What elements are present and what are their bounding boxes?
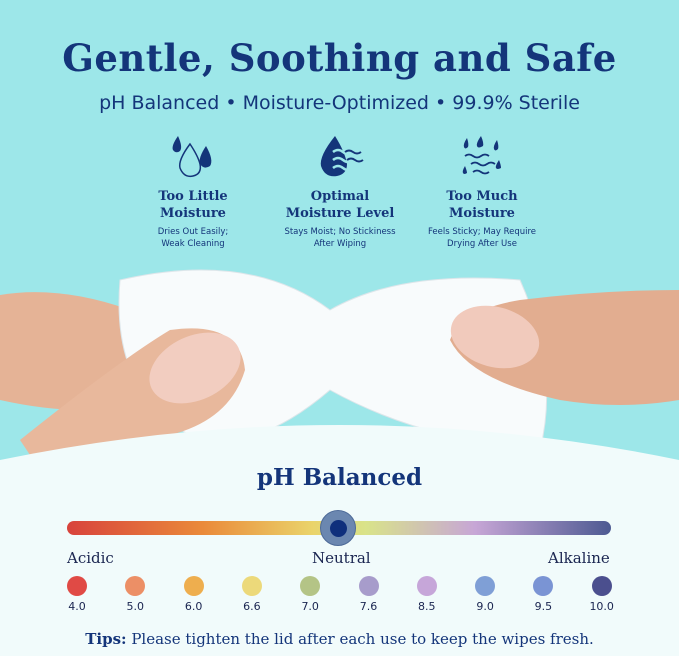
ph-value-label: 7.6 (359, 600, 378, 613)
moisture-too-much: Too Much Moisture Feels Sticky; May Requi… (402, 134, 562, 250)
ph-value-label: 10.0 (589, 600, 614, 613)
drop-waves-icon (320, 136, 364, 177)
desc-line2: Weak Cleaning (161, 239, 225, 249)
ph-indicator-knob (320, 510, 356, 546)
ph-dot-7.6 (358, 576, 379, 596)
tips-label: Tips: (85, 630, 127, 648)
tips-text: Tips: Please tighten the lid after each … (0, 630, 679, 648)
acidic-label: Acidic (67, 549, 114, 567)
ph-value-label: 8.5 (418, 600, 436, 613)
water-drops-icon (172, 136, 212, 178)
title-line1: Optimal (310, 189, 370, 204)
title-line1: Too Little (158, 189, 228, 204)
title-line1: Too Much (446, 189, 518, 204)
desc-line2: After Wiping (313, 239, 367, 249)
ph-dot-6.0 (183, 576, 204, 596)
moisture-too-little: Too Little Moisture Dries Out Easily; Weak… (113, 134, 273, 250)
rain-waves-icon (462, 136, 501, 175)
title-line2: Moisture (160, 206, 226, 221)
ph-value-label: 9.5 (534, 600, 553, 613)
desc-line1: Feels Sticky; May Require (427, 227, 537, 237)
desc-line1: Stays Moist; No Stickiness (284, 227, 396, 237)
ph-dot-4.0 (67, 576, 87, 596)
ph-dot-5.0 (125, 576, 146, 596)
alkaline-label: Alkaline (548, 549, 610, 567)
ph-value-label: 7.0 (301, 600, 319, 613)
neutral-label: Neutral (312, 549, 371, 567)
ph-value-label: 6.6 (243, 600, 261, 613)
title-line2: Moisture Level (285, 206, 395, 221)
ph-value-label: 4.0 (68, 600, 86, 613)
ph-title: pH Balanced (256, 464, 423, 491)
desc-line2: Drying After Use (447, 239, 517, 249)
ph-value-label: 9.0 (476, 600, 494, 613)
ph-dot-9.0 (475, 576, 496, 596)
moisture-optimal: Optimal Moisture Level Stays Moist; No St… (260, 134, 420, 250)
ph-dot-6.6 (241, 576, 262, 596)
hands-holding-wipe-photo (0, 269, 679, 482)
ph-value-label: 5.0 (126, 600, 145, 613)
ph-dot-9.5 (533, 576, 554, 596)
page-title: Gentle, Soothing and Safe (62, 36, 617, 80)
ph-dot-10.0 (591, 576, 612, 596)
desc-line1: Dries Out Easily; (157, 227, 229, 237)
tips-body: Please tighten the lid after each use to… (126, 630, 594, 648)
ph-value-label: 6.0 (184, 600, 203, 613)
ph-dot-7.0 (300, 576, 321, 596)
ph-dot-8.5 (416, 576, 437, 596)
page-subtitle: pH Balanced • Moisture-Optimized • 99.9%… (99, 92, 580, 114)
title-line2: Moisture (449, 206, 515, 221)
